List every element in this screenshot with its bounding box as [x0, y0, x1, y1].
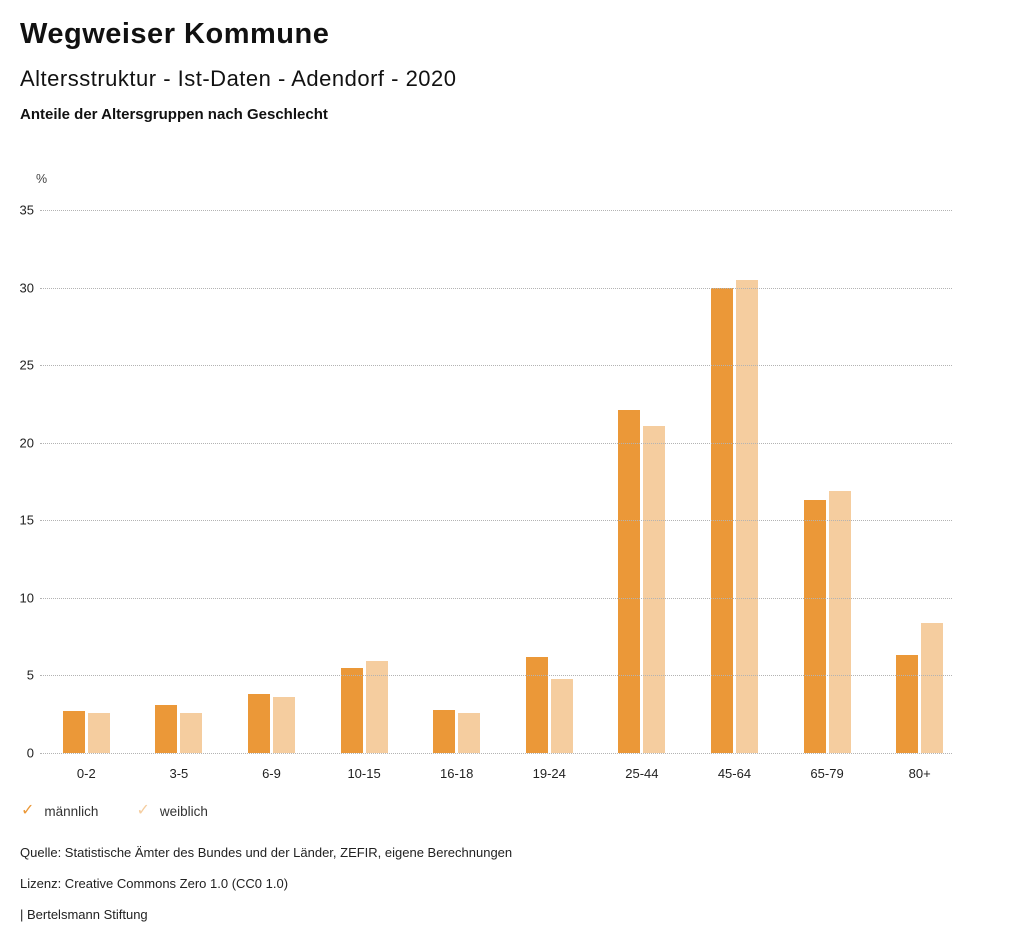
gridline-35	[40, 210, 952, 211]
legend-label: weiblich	[159, 803, 208, 819]
bar-group-25-44	[596, 210, 689, 753]
y-tick-label-5: 5	[26, 667, 34, 683]
y-tick-label-0: 0	[26, 745, 34, 761]
x-tick-label-80+: 80+	[908, 766, 931, 781]
bar-männlich-25-44[interactable]	[618, 410, 641, 753]
bar-groups	[40, 210, 966, 753]
bar-group-65-79	[781, 210, 874, 753]
bar-weiblich-3-5[interactable]	[180, 712, 203, 753]
y-tick-label-35: 35	[19, 202, 34, 218]
bar-weiblich-19-24[interactable]	[550, 678, 573, 753]
bar-weiblich-45-64[interactable]	[735, 279, 758, 753]
bar-männlich-10-15[interactable]	[340, 667, 363, 753]
x-tick-label-6-9: 6-9	[262, 766, 281, 781]
bar-männlich-65-79[interactable]	[803, 500, 826, 753]
checkmark-icon: ✓	[136, 802, 150, 819]
gridline-0	[40, 753, 952, 754]
bar-group-0-2	[40, 210, 133, 753]
chart-legend: ✓ männlich ✓ weiblich	[21, 803, 208, 819]
bar-group-16-18	[410, 210, 503, 753]
source-text: Quelle: Statistische Ämter des Bundes un…	[20, 845, 513, 860]
bar-group-19-24	[503, 210, 596, 753]
x-tick-label-16-18: 16-18	[440, 766, 474, 781]
bar-männlich-3-5[interactable]	[155, 704, 178, 753]
bar-weiblich-0-2[interactable]	[87, 712, 110, 753]
gridline-5	[40, 675, 952, 677]
bar-weiblich-10-15[interactable]	[365, 661, 388, 753]
x-tick-label-45-64: 45-64	[717, 766, 752, 781]
gridline-15	[40, 520, 952, 522]
chart-subtitle: Altersstruktur - Ist-Daten - Adendorf - …	[20, 66, 457, 91]
legend-item-weiblich[interactable]: ✓ weiblich	[136, 803, 207, 819]
bar-männlich-19-24[interactable]	[525, 656, 548, 753]
x-axis-labels: 0-2 3-5 6-9 10-15 16-18 19-24 25-44 45-64 65-79 8…	[40, 766, 966, 781]
legend-item-männlich[interactable]: ✓ männlich	[21, 803, 98, 819]
bar-group-10-15	[318, 210, 411, 753]
bar-männlich-16-18[interactable]	[433, 709, 456, 753]
x-tick-label-19-24: 19-24	[532, 766, 566, 781]
bar-group-3-5	[133, 210, 226, 753]
bar-weiblich-6-9[interactable]	[272, 697, 295, 753]
x-tick-label-10-15: 10-15	[347, 766, 381, 781]
bar-group-80+	[873, 210, 966, 753]
y-tick-label-25: 25	[19, 357, 34, 373]
bar-männlich-80+[interactable]	[896, 655, 919, 753]
checkmark-icon: ✓	[21, 802, 35, 819]
x-tick-label-3-5: 3-5	[169, 766, 189, 781]
gridline-20	[40, 442, 952, 444]
plot-area: Jahre	[40, 210, 966, 754]
bar-group-45-64	[688, 210, 781, 753]
y-tick-label-10: 10	[19, 590, 34, 606]
y-tick-label-30: 30	[19, 280, 34, 296]
bar-group-6-9	[225, 210, 318, 753]
license-text: Lizenz: Creative Commons Zero 1.0 (CC0 1…	[20, 876, 289, 891]
bar-weiblich-65-79[interactable]	[828, 490, 851, 753]
gridline-30	[40, 287, 952, 289]
bar-männlich-0-2[interactable]	[62, 711, 85, 753]
gridline-25	[40, 365, 952, 367]
x-tick-label-65-79: 65-79	[810, 766, 844, 781]
y-tick-label-20: 20	[19, 435, 34, 451]
gridline-10	[40, 597, 952, 599]
x-tick-label-0-2: 0-2	[76, 766, 96, 781]
page-title: Wegweiser Kommune	[20, 18, 330, 50]
bar-weiblich-16-18[interactable]	[458, 712, 481, 753]
y-axis-labels: 35 30 25 20 15 10 5 0	[0, 203, 34, 761]
attribution-text: | Bertelsmann Stiftung	[20, 907, 148, 922]
bar-männlich-6-9[interactable]	[247, 694, 270, 753]
legend-label: männlich	[44, 803, 99, 819]
bar-weiblich-80+[interactable]	[921, 622, 944, 753]
bar-weiblich-25-44[interactable]	[643, 425, 666, 753]
y-tick-label-15: 15	[19, 512, 34, 528]
y-axis-unit-label: %	[36, 172, 48, 186]
chart-description: Anteile der Altersgruppen nach Geschlech…	[20, 106, 328, 123]
x-tick-label-25-44: 25-44	[625, 766, 659, 781]
